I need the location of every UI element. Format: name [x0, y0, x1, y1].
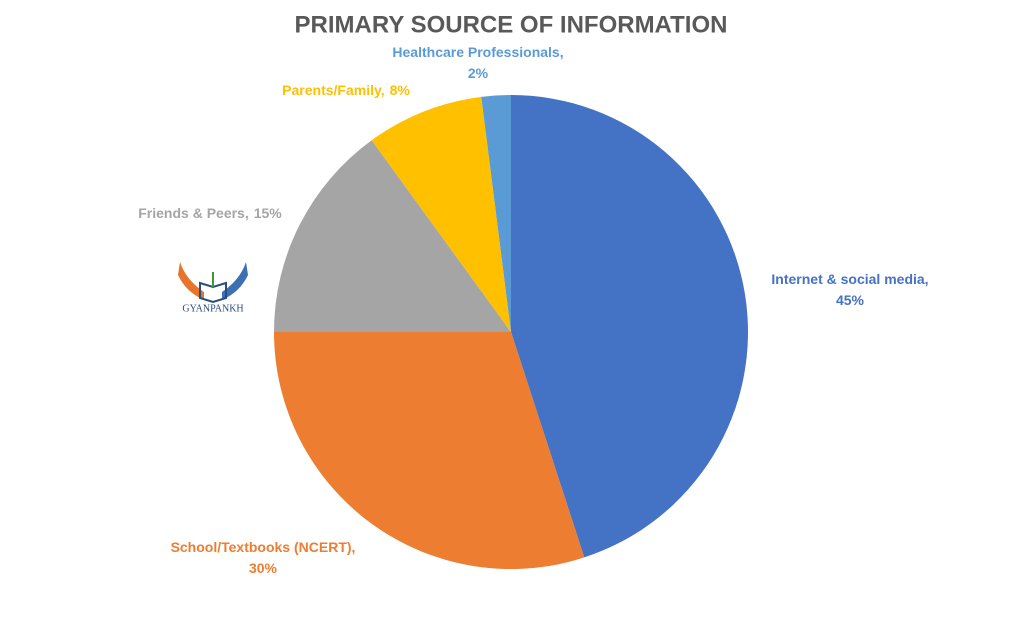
- label-value: 2%: [468, 65, 489, 81]
- data-label: Internet & social media, 45%: [771, 271, 928, 308]
- label-category: School/Textbooks (NCERT),: [171, 539, 356, 555]
- label-value: 15%: [254, 205, 283, 221]
- pie-slice: [274, 332, 585, 569]
- pie-slice: [371, 96, 511, 333]
- pie-slice: [274, 140, 511, 332]
- pie-slice: [511, 95, 748, 558]
- label-value: 8%: [390, 82, 411, 98]
- logo-text: GYANPANKH: [182, 303, 243, 314]
- data-label: School/Textbooks (NCERT), 30%: [171, 539, 356, 576]
- logo-wing-right: [222, 262, 248, 300]
- pie-slice: [481, 95, 511, 332]
- data-label: Parents/Family, 8%: [282, 82, 410, 98]
- label-category: Internet & social media,: [771, 271, 928, 287]
- label-value: 45%: [836, 292, 865, 308]
- data-label: Healthcare Professionals, 2%: [392, 44, 563, 81]
- label-category: Friends & Peers,: [138, 205, 249, 221]
- chart-title: PRIMARY SOURCE OF INFORMATION: [295, 11, 728, 38]
- logo-wing-left: [178, 262, 204, 300]
- logo: GYANPANKH: [178, 262, 248, 314]
- data-label: Friends & Peers, 15%: [138, 205, 282, 221]
- label-category: Parents/Family,: [282, 82, 384, 98]
- label-value: 30%: [249, 560, 278, 576]
- label-category: Healthcare Professionals,: [392, 44, 563, 60]
